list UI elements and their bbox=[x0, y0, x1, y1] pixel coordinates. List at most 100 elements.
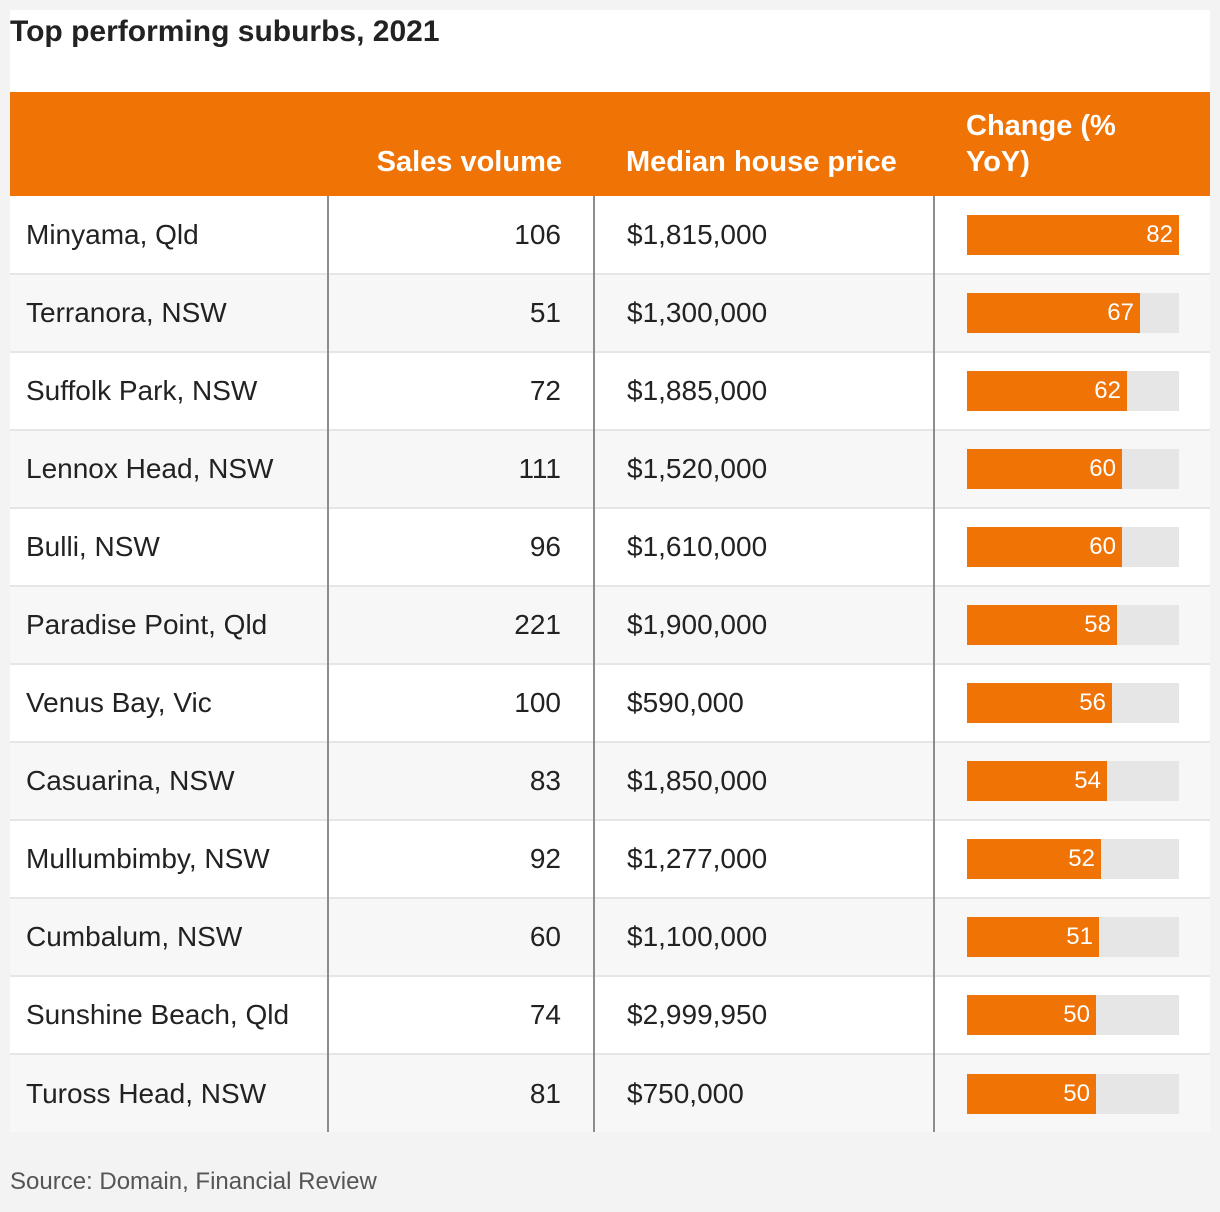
cell-median-price: $1,815,000 bbox=[594, 196, 935, 274]
change-bar-track: 67 bbox=[967, 293, 1179, 333]
change-bar bbox=[967, 995, 1096, 1035]
change-bar-label: 52 bbox=[1068, 845, 1095, 872]
cell-sales-volume: 51 bbox=[328, 273, 595, 352]
header-suburb bbox=[10, 92, 328, 196]
change-bar-label: 58 bbox=[1084, 611, 1111, 638]
cell-change: 51 bbox=[934, 897, 1210, 976]
cell-sales-volume: 92 bbox=[328, 819, 595, 898]
table-body: Minyama, Qld 106 $1,815,000 82 Terranora, NS… bbox=[10, 196, 1210, 1132]
change-bar-label: 50 bbox=[1063, 1001, 1090, 1028]
cell-sales-volume: 96 bbox=[328, 507, 595, 586]
table-row: Sunshine Beach, Qld 74 $2,999,950 50 bbox=[10, 975, 1210, 1054]
change-bar-track: 62 bbox=[967, 371, 1179, 411]
cell-sales-volume: 106 bbox=[328, 196, 595, 274]
table-row: Paradise Point, Qld 221 $1,900,000 58 bbox=[10, 585, 1210, 664]
change-bar-label: 60 bbox=[1089, 533, 1116, 560]
cell-median-price: $1,850,000 bbox=[594, 741, 935, 820]
cell-sales-volume: 83 bbox=[328, 741, 595, 820]
change-bar-track: 52 bbox=[967, 839, 1179, 879]
cell-change: 50 bbox=[934, 975, 1210, 1054]
cell-change: 56 bbox=[934, 663, 1210, 742]
change-bar bbox=[967, 683, 1112, 723]
cell-suburb: Suffolk Park, NSW bbox=[10, 351, 329, 430]
change-bar bbox=[967, 214, 1179, 255]
header-median-price: Median house price bbox=[594, 92, 934, 196]
header-change: Change (% YoY) bbox=[934, 92, 1210, 196]
cell-median-price: $1,520,000 bbox=[594, 429, 935, 508]
change-bar-label: 82 bbox=[1146, 220, 1173, 248]
table-row: Casuarina, NSW 83 $1,850,000 54 bbox=[10, 741, 1210, 820]
change-bar-label: 60 bbox=[1089, 455, 1116, 482]
cell-change: 62 bbox=[934, 351, 1210, 430]
cell-median-price: $750,000 bbox=[594, 1053, 935, 1132]
table-row: Mullumbimby, NSW 92 $1,277,000 52 bbox=[10, 819, 1210, 898]
cell-sales-volume: 111 bbox=[328, 429, 595, 508]
cell-sales-volume: 221 bbox=[328, 585, 595, 664]
suburb-table: Sales volume Median house price Change (… bbox=[10, 92, 1210, 1132]
cell-change: 67 bbox=[934, 273, 1210, 352]
cell-suburb: Casuarina, NSW bbox=[10, 741, 329, 820]
change-bar-track: 58 bbox=[967, 605, 1179, 645]
cell-median-price: $590,000 bbox=[594, 663, 935, 742]
cell-change: 50 bbox=[934, 1053, 1210, 1132]
cell-sales-volume: 60 bbox=[328, 897, 595, 976]
cell-suburb: Bulli, NSW bbox=[10, 507, 329, 586]
change-bar bbox=[967, 293, 1140, 333]
source-note: Source: Domain, Financial Review bbox=[10, 1168, 377, 1195]
cell-median-price: $2,999,950 bbox=[594, 975, 935, 1054]
cell-suburb: Lennox Head, NSW bbox=[10, 429, 329, 508]
table-row: Lennox Head, NSW 111 $1,520,000 60 bbox=[10, 429, 1210, 508]
chart-title: Top performing suburbs, 2021 bbox=[10, 15, 440, 48]
cell-suburb: Mullumbimby, NSW bbox=[10, 819, 329, 898]
change-bar-track: 50 bbox=[967, 1073, 1179, 1114]
cell-suburb: Venus Bay, Vic bbox=[10, 663, 329, 742]
table-row: Suffolk Park, NSW 72 $1,885,000 62 bbox=[10, 351, 1210, 430]
change-bar bbox=[967, 371, 1127, 411]
cell-suburb: Paradise Point, Qld bbox=[10, 585, 329, 664]
change-bar-label: 67 bbox=[1107, 299, 1134, 326]
cell-sales-volume: 74 bbox=[328, 975, 595, 1054]
change-bar-track: 60 bbox=[967, 527, 1179, 567]
change-bar-track: 60 bbox=[967, 449, 1179, 489]
cell-change: 60 bbox=[934, 429, 1210, 508]
change-bar bbox=[967, 839, 1101, 879]
table-row: Bulli, NSW 96 $1,610,000 60 bbox=[10, 507, 1210, 586]
cell-change: 58 bbox=[934, 585, 1210, 664]
change-bar-track: 50 bbox=[967, 995, 1179, 1035]
change-bar bbox=[967, 1073, 1096, 1114]
table-header-row: Sales volume Median house price Change (… bbox=[10, 92, 1210, 196]
cell-median-price: $1,277,000 bbox=[594, 819, 935, 898]
change-bar-label: 62 bbox=[1094, 377, 1121, 404]
table-row: Cumbalum, NSW 60 $1,100,000 51 bbox=[10, 897, 1210, 976]
cell-suburb: Terranora, NSW bbox=[10, 273, 329, 352]
header-sales-volume: Sales volume bbox=[328, 92, 594, 196]
cell-change: 60 bbox=[934, 507, 1210, 586]
change-bar-track: 56 bbox=[967, 683, 1179, 723]
cell-median-price: $1,900,000 bbox=[594, 585, 935, 664]
cell-median-price: $1,100,000 bbox=[594, 897, 935, 976]
cell-change: 52 bbox=[934, 819, 1210, 898]
cell-suburb: Minyama, Qld bbox=[10, 196, 329, 274]
table-row: Terranora, NSW 51 $1,300,000 67 bbox=[10, 273, 1210, 352]
table-row: Minyama, Qld 106 $1,815,000 82 bbox=[10, 196, 1210, 274]
change-bar-label: 51 bbox=[1066, 923, 1093, 950]
change-bar-label: 56 bbox=[1079, 689, 1106, 716]
cell-sales-volume: 100 bbox=[328, 663, 595, 742]
change-bar-label: 54 bbox=[1074, 767, 1101, 794]
cell-change: 82 bbox=[934, 196, 1210, 274]
cell-median-price: $1,300,000 bbox=[594, 273, 935, 352]
cell-sales-volume: 72 bbox=[328, 351, 595, 430]
cell-suburb: Tuross Head, NSW bbox=[10, 1053, 329, 1132]
change-bar bbox=[967, 917, 1099, 957]
change-bar bbox=[967, 527, 1122, 567]
change-bar bbox=[967, 761, 1107, 801]
change-bar bbox=[967, 605, 1117, 645]
change-bar-label: 50 bbox=[1063, 1079, 1090, 1107]
cell-suburb: Cumbalum, NSW bbox=[10, 897, 329, 976]
change-bar-track: 82 bbox=[967, 214, 1179, 255]
table-row: Tuross Head, NSW 81 $750,000 50 bbox=[10, 1053, 1210, 1132]
cell-suburb: Sunshine Beach, Qld bbox=[10, 975, 329, 1054]
table-row: Venus Bay, Vic 100 $590,000 56 bbox=[10, 663, 1210, 742]
cell-change: 54 bbox=[934, 741, 1210, 820]
change-bar-track: 51 bbox=[967, 917, 1179, 957]
